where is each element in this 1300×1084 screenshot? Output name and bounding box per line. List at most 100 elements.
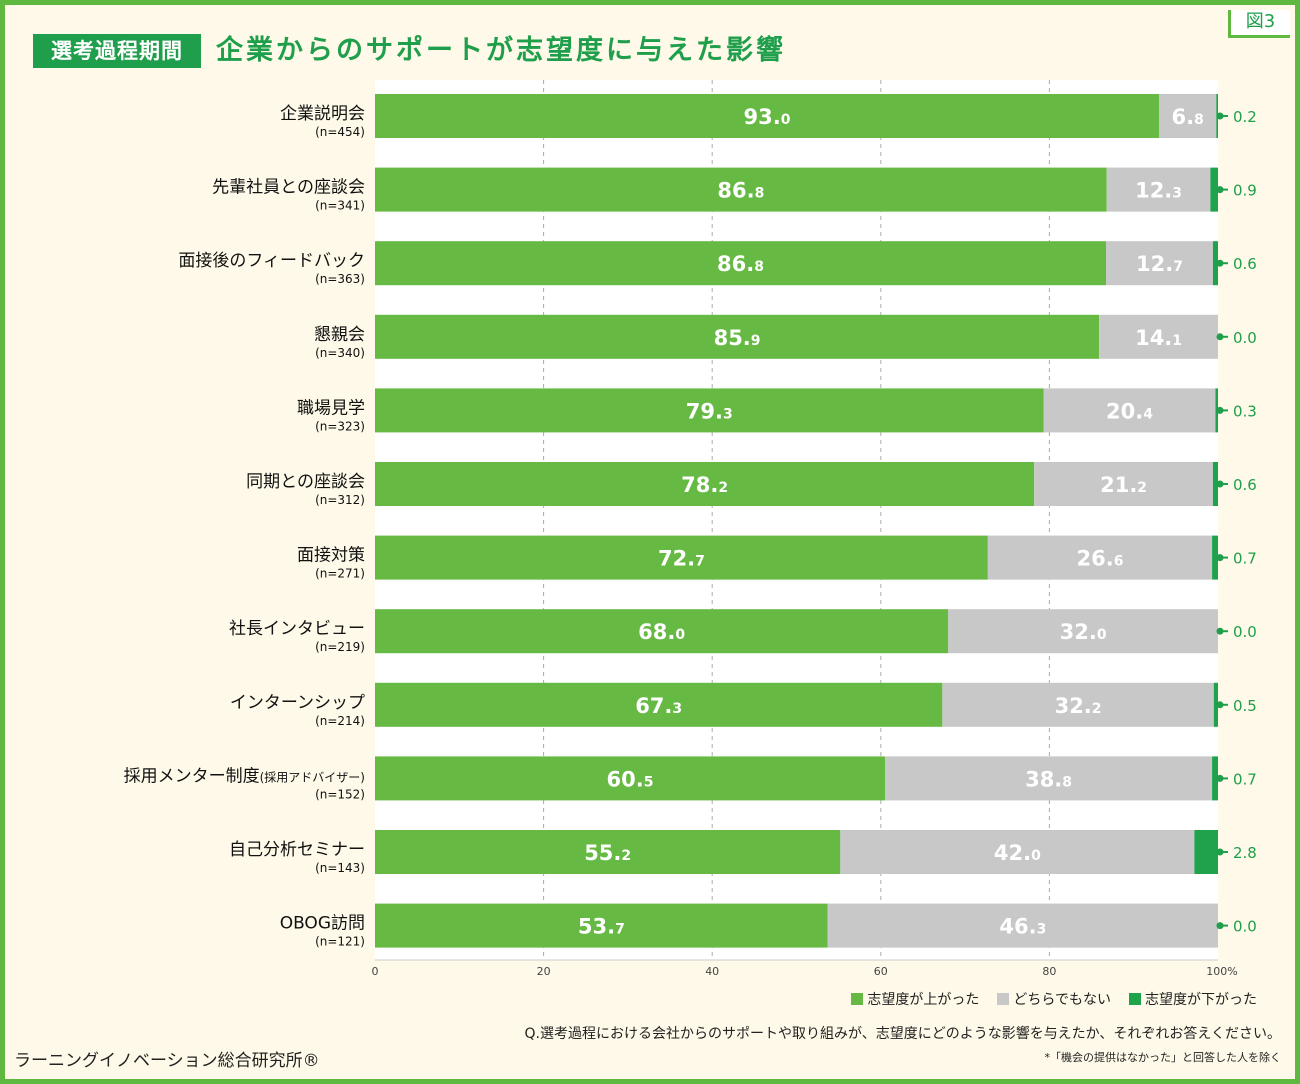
bar-neutral	[948, 609, 1218, 654]
category-n-label: (n=341)	[315, 199, 365, 213]
value-label-neutral: 14.1	[1135, 326, 1182, 350]
value-label-up: 60.5	[607, 767, 654, 791]
legend-item-down: 志望度が下がった	[1129, 989, 1257, 1009]
value-label-up: 55.2	[584, 841, 631, 865]
legend-item-up: 志望度が上がった	[851, 989, 979, 1009]
value-label-neutral: 21.2	[1100, 473, 1147, 497]
category-label: 懇親会	[314, 325, 365, 345]
legend-swatch-neutral	[997, 993, 1010, 1005]
legend-swatch-down	[1129, 993, 1141, 1005]
x-tick-label: 40	[705, 965, 719, 978]
callout-dot	[1216, 922, 1224, 930]
value-label-up: 67.3	[635, 694, 682, 718]
bar-neutral	[942, 682, 1214, 727]
bar-neutral	[987, 535, 1213, 580]
bar-up	[375, 609, 949, 654]
category-label: インターンシップ	[230, 693, 365, 713]
value-label-up: 72.7	[658, 547, 705, 571]
value-label-down: 0.6	[1233, 255, 1257, 273]
category-n-label: (n=219)	[315, 640, 365, 654]
callout-dot	[1216, 701, 1224, 709]
x-tick-label: 20	[537, 965, 551, 978]
value-label-up: 93.0	[744, 105, 791, 129]
bar-up	[375, 682, 943, 727]
source-credit: ラーニングイノベーション総合研究所®	[14, 1051, 320, 1071]
value-label-neutral: 6.8	[1171, 105, 1203, 129]
category-n-label: (n=340)	[315, 346, 365, 360]
bar-neutral	[1106, 167, 1211, 212]
bar-neutral	[840, 830, 1195, 874]
value-label-neutral: 42.0	[994, 841, 1041, 865]
category-n-label: (n=121)	[315, 935, 365, 949]
value-label-up: 68.0	[638, 620, 685, 644]
category-n-label: (n=214)	[315, 714, 365, 728]
bar-up	[375, 388, 1044, 433]
bar-up	[375, 535, 988, 580]
bar-down	[1212, 756, 1218, 801]
plot-area	[375, 80, 1218, 960]
callout-dot	[1216, 406, 1224, 414]
x-tick-label: 100%	[1206, 965, 1237, 978]
bar-up	[375, 314, 1100, 359]
bar-neutral	[1099, 314, 1218, 359]
value-label-up: 85.9	[714, 326, 761, 350]
category-n-label: (n=152)	[315, 787, 365, 801]
chart-title: 企業からのサポートが志望度に与えた影響	[216, 35, 786, 66]
value-label-neutral: 12.3	[1135, 179, 1182, 203]
bar-up	[375, 94, 1159, 138]
survey-question: Q.選考過程における会社からのサポートや取り組みが、志望度にどのような影響を与え…	[524, 1026, 1282, 1042]
period-badge: 選考過程期間	[33, 34, 201, 68]
callout-dot	[1216, 848, 1224, 856]
category-label: 採用メンター制度(採用アドバイザー)	[124, 766, 365, 786]
value-label-up: 79.3	[686, 399, 733, 423]
bar-neutral	[885, 756, 1213, 801]
bar-down	[1194, 830, 1218, 874]
category-label: 社長インタビュー	[229, 619, 365, 639]
legend-label-up: 志望度が上がった	[867, 992, 980, 1008]
value-label-neutral: 38.8	[1025, 767, 1072, 791]
category-n-label: (n=143)	[315, 861, 365, 875]
category-n-label: (n=323)	[315, 419, 365, 433]
bar-neutral	[1034, 462, 1213, 506]
footnote: *「機会の提供はなかった」と回答した人を除く	[1044, 1051, 1282, 1064]
legend-item-neutral: どちらでもない	[997, 989, 1111, 1009]
value-label-neutral: 26.6	[1077, 547, 1124, 571]
bar-up	[375, 756, 886, 801]
bar-down	[1212, 535, 1218, 580]
x-tick-label: 80	[1042, 965, 1056, 978]
value-label-down: 0.7	[1233, 550, 1257, 568]
category-n-label: (n=363)	[315, 272, 365, 286]
bar-up	[375, 830, 841, 874]
callout-dot	[1216, 554, 1224, 562]
bar-neutral	[827, 903, 1218, 948]
value-label-up: 86.8	[717, 252, 764, 276]
value-label-down: 0.9	[1233, 182, 1257, 200]
bar-down	[1212, 241, 1218, 286]
value-label-up: 53.7	[578, 915, 625, 939]
bar-down	[1210, 167, 1218, 212]
callout-dot	[1216, 112, 1224, 120]
value-label-neutral: 20.4	[1106, 399, 1153, 423]
value-label-down: 0.3	[1233, 402, 1257, 420]
value-label-neutral: 46.3	[999, 915, 1046, 939]
callout-dot	[1216, 259, 1224, 267]
value-label-down: 0.7	[1233, 770, 1257, 788]
callout-dot	[1216, 333, 1224, 341]
category-label: 同期との座談会	[246, 472, 365, 492]
bar-down	[1212, 462, 1218, 506]
value-label-down: 0.0	[1233, 329, 1257, 347]
callout-dot	[1216, 480, 1224, 488]
figure-number: 図3	[1228, 10, 1290, 38]
value-label-down: 0.0	[1233, 623, 1257, 641]
category-label: 面接後のフィードバック	[178, 251, 365, 271]
category-label: 面接対策	[297, 546, 365, 566]
category-label: 先輩社員との座談会	[212, 178, 365, 198]
bar-down	[1213, 682, 1218, 727]
x-tick-label: 60	[874, 965, 888, 978]
bar-neutral	[1043, 388, 1216, 433]
bar-up	[375, 241, 1106, 286]
value-label-neutral: 12.7	[1136, 252, 1183, 276]
category-n-label: (n=271)	[315, 567, 365, 581]
x-tick-label: 0	[372, 965, 379, 978]
